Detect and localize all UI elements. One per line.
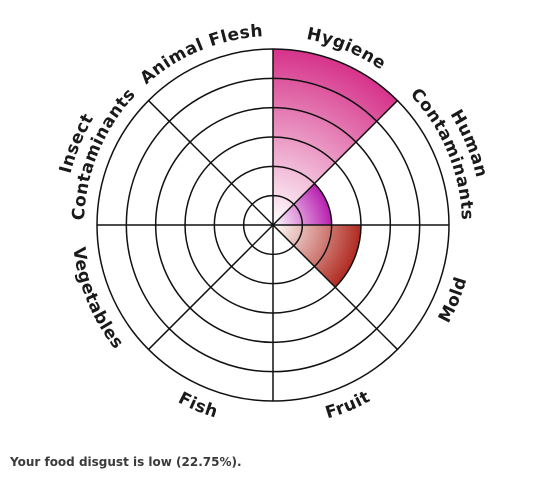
grid-spoke [272,224,398,350]
sector-mold [273,225,361,288]
grid-spoke [148,224,274,350]
sector-human-contaminants [273,183,332,225]
sector-hygiene [273,49,398,225]
radar-chart: Hygiene Human Contaminants Mold Fruit Fish Veg… [56,21,491,423]
axis-label-animal-flesh: Animal Flesh [137,21,264,88]
chart-svg: HygieneHumanContaminantsMoldFruitFishVeg… [56,21,491,423]
axis-label-mold: Mold [435,275,472,327]
axis-label-fruit: Fruit [323,387,374,423]
grid-spoke [148,100,274,226]
grid-spoke [272,100,398,226]
axis-label-vegetables: Vegetables [68,246,127,353]
axis-label-fish: Fish [175,388,220,422]
result-text: Your food disgust is low (22.75%). [10,455,242,469]
